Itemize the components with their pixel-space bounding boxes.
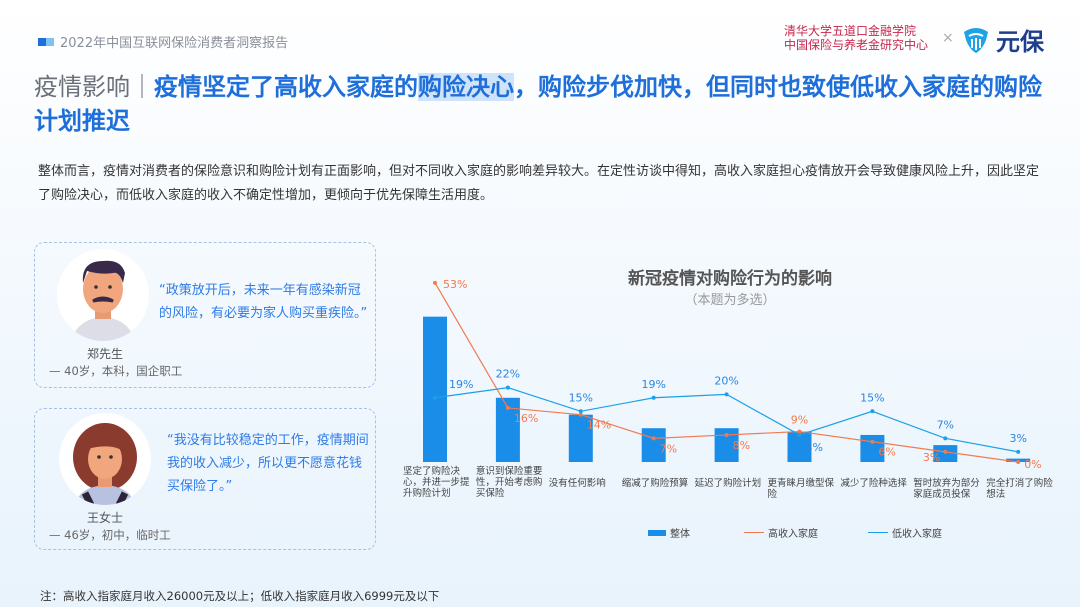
data-label: 15% [860, 391, 884, 404]
category-label: 坚定了购险决心，并进一步提升购险计划 [403, 466, 470, 499]
persona-card-1: “政策放开后，未来一年有感染新冠的风险，有必要为家人购买重疾险。” 郑先生 — … [34, 242, 376, 388]
brand-logo: 元保 [962, 22, 1044, 57]
legend-label: 低收入家庭 [892, 529, 942, 540]
persona-quote: “我没有比较稳定的工作，疫情期间我的收入减少，所以更不愿意花钱买保险了。” [167, 433, 369, 494]
point [651, 436, 656, 441]
shield-logo-icon [964, 27, 988, 53]
data-label: 3% [923, 451, 940, 464]
point [797, 432, 802, 437]
data-label: 15% [569, 391, 593, 404]
legend-label: 整体 [670, 529, 690, 540]
point [943, 449, 948, 454]
persona-name: 郑先生 [86, 347, 123, 361]
persona-info: — 40岁，本科，国企职工 [49, 364, 183, 378]
bar-overall [641, 428, 666, 462]
org-line2: 中国保险与养老金研究中心 [784, 38, 929, 52]
point [578, 412, 583, 417]
data-label: 0% [1024, 458, 1041, 471]
chart-subtitle: （本题为多选） [684, 293, 776, 308]
square-icon [38, 37, 46, 46]
data-label: 22% [496, 368, 520, 381]
data-label: 8% [733, 439, 750, 452]
org-line1: 清华大学五道口金融学院 [784, 24, 917, 38]
female-avatar-icon [59, 413, 151, 505]
title-part2: ，购险步伐加快，但同时也致使低收入家庭的购险计划推迟 [34, 73, 1042, 135]
square-icon [46, 37, 54, 46]
point [797, 429, 802, 434]
point [724, 432, 729, 437]
legend-high-income: 高收入家庭 [744, 525, 818, 540]
legend-line-swatch [744, 531, 764, 534]
data-label: 7% [660, 442, 677, 455]
data-label: 14% [587, 419, 611, 432]
male-avatar-icon [57, 249, 149, 341]
title-part1: 疫情坚定了高收入家庭的 [154, 73, 418, 101]
point [1016, 449, 1021, 454]
legend-bar-swatch [648, 529, 666, 536]
bar-overall [423, 316, 447, 462]
report-title-text: 2022年中国互联网保险消费者洞察报告 [60, 36, 289, 51]
point [578, 409, 583, 414]
point [505, 385, 510, 390]
footnote: 注：高收入指家庭月收入26000元及以上；低收入指家庭月收入6999元及以下 [40, 589, 440, 603]
category-label: 没有任何影响 [548, 478, 606, 489]
point [870, 439, 875, 444]
point [724, 392, 729, 397]
category-label: 暂时放弃为部分家庭成员投保 [913, 478, 980, 500]
persona-info: — 46岁，初中，临时工 [49, 528, 171, 542]
bar-overall [860, 434, 885, 462]
data-label: 9% [791, 414, 808, 427]
data-label: 19% [449, 378, 473, 391]
data-label: 53% [443, 278, 467, 291]
data-label: 19% [641, 378, 665, 391]
persona-name: 王女士 [86, 511, 123, 525]
category-label: 更青睐月缴型保险 [767, 478, 835, 500]
point [943, 436, 948, 441]
title-prefix: 疫情影响｜ [34, 73, 154, 101]
title-highlight: 购险决心 [418, 73, 514, 101]
legend-overall: 整体 [648, 525, 690, 540]
data-label: 16% [514, 412, 538, 425]
intro-text: 整体而言，疫情对消费者的保险意识和购险计划有正面影响，但对不同收入家庭的影响差异… [38, 164, 1040, 203]
legend-low-income: 低收入家庭 [868, 525, 942, 540]
category-label: 完全打消了购险想法 [986, 478, 1053, 500]
data-label: 20% [714, 374, 738, 387]
point [651, 395, 656, 400]
org-name: 清华大学五道口金融学院 中国保险与养老金研究中心 [784, 24, 928, 52]
category-label: 减少了险种选择 [840, 478, 907, 489]
point [870, 409, 875, 414]
chart-title: 新冠疫情对购险行为的影响 [628, 269, 832, 289]
report-title: 2022年中国互联网保险消费者洞察报告 [38, 32, 288, 51]
legend-line-swatch [868, 531, 888, 534]
point [505, 405, 510, 410]
brand-name: 元保 [996, 28, 1044, 56]
persona-card-2: “我没有比较稳定的工作，疫情期间我的收入减少，所以更不愿意花钱买保险了。” 王女… [34, 408, 376, 550]
page-title: 疫情影响｜疫情坚定了高收入家庭的购险决心，购险步伐加快，但同时也致使低收入家庭的… [34, 70, 1044, 138]
data-label: 6% [878, 446, 895, 459]
point [433, 280, 437, 285]
times-sign: × [942, 30, 954, 46]
category-label: 缩减了购险预算 [621, 478, 689, 489]
data-label: 3% [1009, 432, 1026, 445]
point [433, 395, 437, 400]
category-label: 延迟了购险计划 [694, 478, 762, 489]
bar-overall [568, 414, 593, 462]
point [1016, 460, 1021, 464]
category-label: 意识到保险重要性，开始考虑购买保险 [475, 466, 543, 499]
persona-quote: “政策放开后，未来一年有感染新冠的风险，有必要为家人购买重疾险。” [159, 283, 368, 321]
data-label: 8% [806, 441, 823, 454]
legend-label: 高收入家庭 [768, 529, 818, 540]
data-label: 7% [937, 418, 954, 431]
